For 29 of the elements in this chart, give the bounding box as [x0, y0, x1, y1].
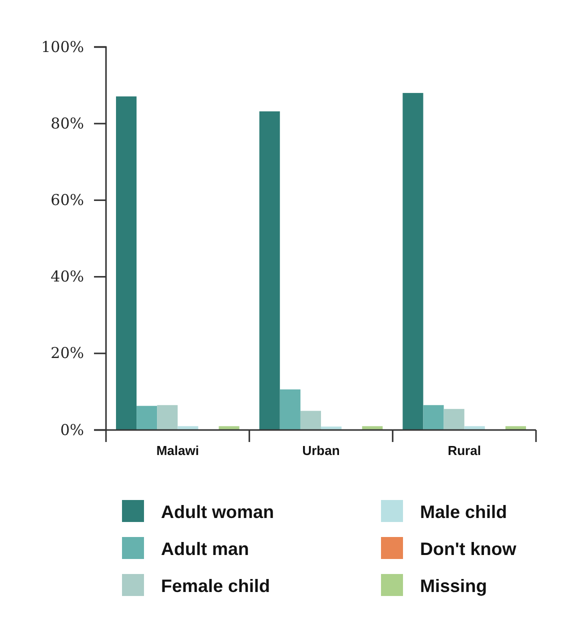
y-tick-label: 40% — [50, 268, 84, 286]
bar — [280, 389, 300, 430]
bar — [362, 426, 383, 430]
bar — [157, 405, 178, 430]
legend-label: Female child — [161, 576, 270, 596]
legend-label: Don't know — [420, 539, 518, 559]
y-tick-label: 0% — [60, 420, 84, 439]
bar — [423, 405, 444, 430]
bar — [136, 406, 158, 430]
x-tick-label: Rural — [448, 443, 481, 458]
legend-label: Male child — [420, 502, 508, 522]
bar — [402, 92, 424, 430]
bar — [464, 426, 485, 430]
bar — [300, 410, 321, 430]
x-tick-label: Urban — [302, 443, 340, 458]
x-tick-label: Malawi — [156, 443, 199, 458]
y-tick-label: 60% — [50, 191, 84, 209]
bar — [444, 408, 464, 430]
bar — [505, 426, 526, 430]
legend-label: Adult man — [161, 539, 249, 559]
bar — [259, 111, 280, 430]
bar — [218, 426, 240, 430]
y-tick-label: 100% — [41, 38, 84, 56]
y-tick-label: 20% — [50, 344, 84, 362]
legend-label: Adult woman — [161, 502, 274, 522]
bar — [116, 96, 137, 430]
legend-label: Missing — [420, 576, 488, 596]
y-tick-label: 80% — [50, 114, 84, 132]
bar — [178, 426, 198, 430]
